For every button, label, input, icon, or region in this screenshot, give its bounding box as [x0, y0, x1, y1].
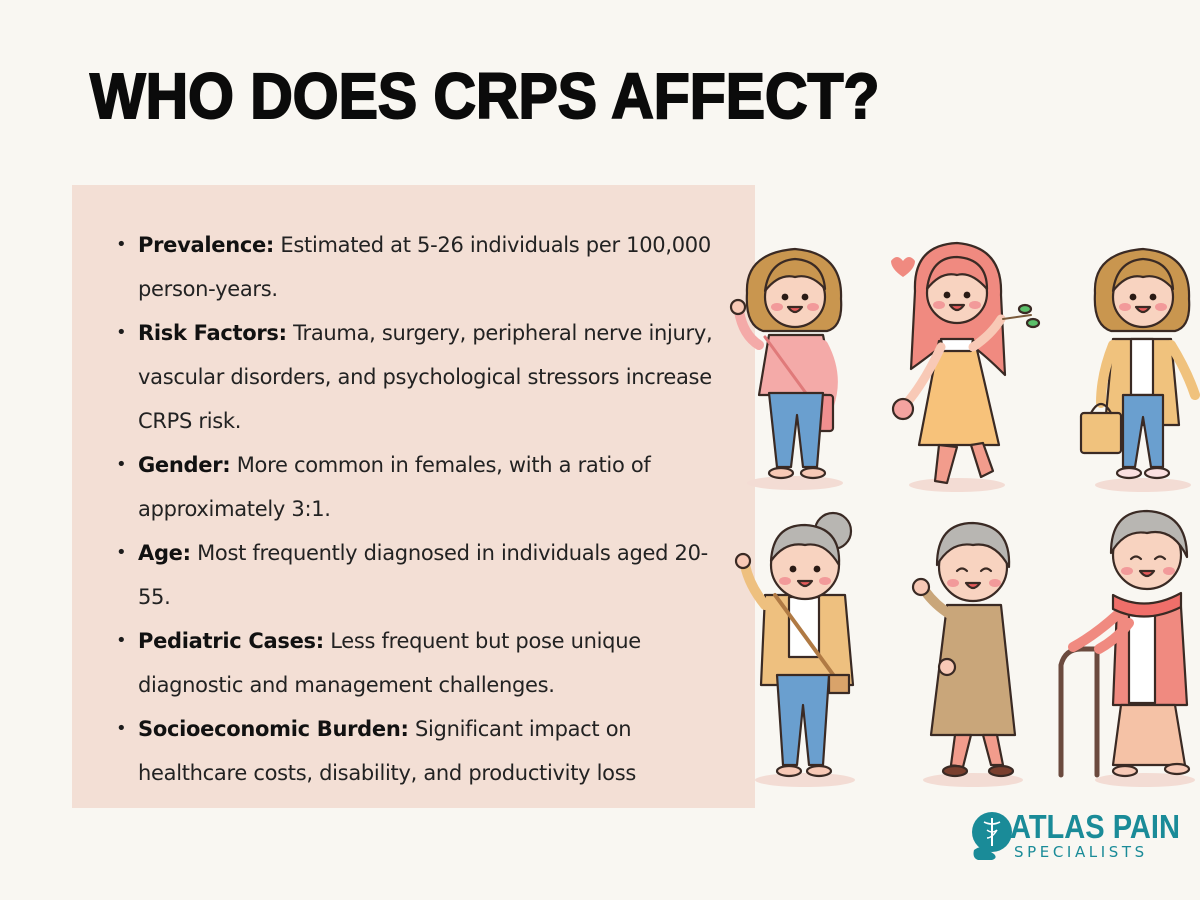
- young-woman-3: [1079, 247, 1200, 492]
- elderly-woman-1: [734, 511, 855, 787]
- young-woman-1: [729, 247, 843, 490]
- fact-text: Most frequently diagnosed in individuals…: [138, 541, 708, 609]
- fact-text: Estimated at 5-26 individuals per 100,00…: [138, 233, 711, 301]
- fact-label: Gender:: [138, 453, 231, 477]
- bullet-icon: •: [116, 630, 127, 651]
- fact-label: Socioeconomic Burden:: [138, 717, 409, 741]
- bullet-icon: •: [116, 234, 127, 255]
- fact-age: • Age: Most frequently diagnosed in indi…: [116, 531, 728, 619]
- logo-subtitle: SPECIALISTS: [1014, 843, 1148, 861]
- fact-label: Prevalence:: [138, 233, 275, 257]
- bullet-icon: •: [116, 322, 127, 343]
- elderly-woman-3: [1058, 509, 1195, 787]
- fact-gender: • Gender: More common in females, with a…: [116, 443, 728, 531]
- fact-prevalence: • Prevalence: Estimated at 5-26 individu…: [116, 223, 728, 311]
- facts-list: • Prevalence: Estimated at 5-26 individu…: [116, 223, 728, 795]
- fact-text: Significant impact on healthcare costs, …: [138, 717, 636, 785]
- bullet-icon: •: [116, 454, 127, 475]
- fact-label: Age:: [138, 541, 191, 565]
- fact-risk-factors: • Risk Factors: Trauma, surgery, periphe…: [116, 311, 728, 443]
- fact-text: Trauma, surgery, peripheral nerve injury…: [138, 321, 713, 433]
- fact-label: Risk Factors:: [138, 321, 287, 345]
- fact-label: Pediatric Cases:: [138, 629, 324, 653]
- elderly-woman-2: [911, 521, 1023, 787]
- fact-pediatric: • Pediatric Cases: Less frequent but pos…: [116, 619, 728, 707]
- facts-panel: • Prevalence: Estimated at 5-26 individu…: [72, 185, 755, 808]
- fact-socioeconomic: • Socioeconomic Burden: Significant impa…: [116, 707, 728, 795]
- women-illustration: [729, 241, 1200, 787]
- atlas-pain-logo: ATLAS PAIN SPECIALISTS: [968, 808, 1180, 866]
- young-woman-2: [891, 241, 1041, 492]
- page-title: WHO DOES CRPS AFFECT?: [89, 59, 880, 133]
- bullet-icon: •: [116, 718, 127, 739]
- fact-text: More common in females, with a ratio of …: [138, 453, 651, 521]
- bullet-icon: •: [116, 542, 127, 563]
- fact-text: Less frequent but pose unique diagnostic…: [138, 629, 641, 697]
- atlas-globe-caduceus-icon: [972, 812, 1012, 860]
- logo-name: ATLAS PAIN: [1010, 808, 1180, 845]
